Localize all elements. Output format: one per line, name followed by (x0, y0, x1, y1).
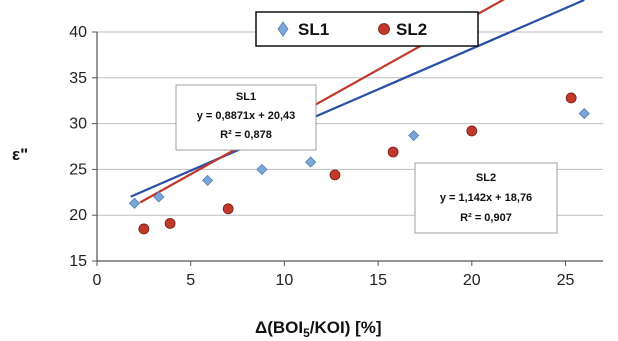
annotation-box (175, 84, 317, 151)
data-point-sl2 (138, 223, 150, 235)
data-point-sl2 (466, 125, 478, 137)
x-tick-label: 10 (276, 272, 294, 289)
annotation-title: SL2 (476, 172, 496, 184)
data-point-sl1 (408, 129, 420, 142)
annotation-r2: R² = 0,907 (460, 212, 512, 224)
trendline-sl1 (130, 0, 585, 198)
annotation-title: SL1 (236, 91, 256, 103)
annotation-sl1: SL1 y = 0,8871x + 20,43 R² = 0,878 (175, 84, 317, 151)
annotation-r2: R² = 0,878 (220, 129, 272, 141)
data-point-sl2 (329, 169, 341, 181)
annotation-box (414, 162, 558, 234)
y-axis-title: ε" (12, 145, 28, 164)
y-tick-label: 35 (69, 70, 87, 87)
y-tick-label: 30 (69, 116, 87, 133)
annotation-sl2: SL2 y = 1,142x + 18,76 R² = 0,907 (414, 162, 558, 234)
x-tick-label: 0 (93, 272, 102, 289)
x-axis-title-suffix: /KOI) [%] (310, 318, 382, 337)
data-point-sl2 (164, 218, 176, 229)
trendline-sl2 (139, 0, 506, 204)
data-point-sl1 (153, 191, 165, 203)
data-point-sl1 (578, 107, 590, 120)
data-point-sl2 (387, 146, 399, 158)
annotation-equation: y = 0,8871x + 20,43 (197, 110, 295, 122)
data-point-sl1 (202, 174, 214, 186)
annotation-equation: y = 1,142x + 18,76 (440, 192, 532, 204)
data-point-sl1 (256, 163, 268, 175)
trendlines (130, 0, 585, 204)
y-tick-label: 20 (69, 207, 87, 224)
tick-labels: 15 20 25 30 35 40 0 5 10 15 20 25 (69, 24, 574, 289)
legend-box (255, 11, 479, 47)
x-axis-title: Δ(BOI5/KOI) [%] (255, 318, 382, 340)
x-tick-label: 15 (369, 272, 387, 289)
x-tick-label: 5 (186, 272, 195, 289)
data-point-sl1 (128, 197, 141, 209)
data-point-sl1 (305, 156, 317, 168)
x-axis-title-subscript: 5 (303, 326, 310, 340)
y-tick-label: 25 (69, 161, 87, 178)
legend: SL1 SL2 (255, 11, 479, 47)
x-axis-title-prefix: Δ(BOI (255, 318, 303, 337)
x-tick-label: 20 (463, 272, 481, 289)
y-tick-label: 40 (69, 24, 87, 41)
axes (92, 31, 603, 266)
x-tick-label: 25 (557, 272, 575, 289)
data-point-sl2 (565, 92, 577, 104)
data-points (128, 92, 590, 235)
legend-circle-icon (378, 23, 390, 35)
legend-diamond-icon (277, 21, 289, 37)
y-tick-label: 15 (69, 253, 87, 270)
data-point-sl2 (222, 203, 234, 215)
legend-label-sl2: SL2 (396, 20, 427, 39)
legend-label-sl1: SL1 (298, 20, 329, 39)
